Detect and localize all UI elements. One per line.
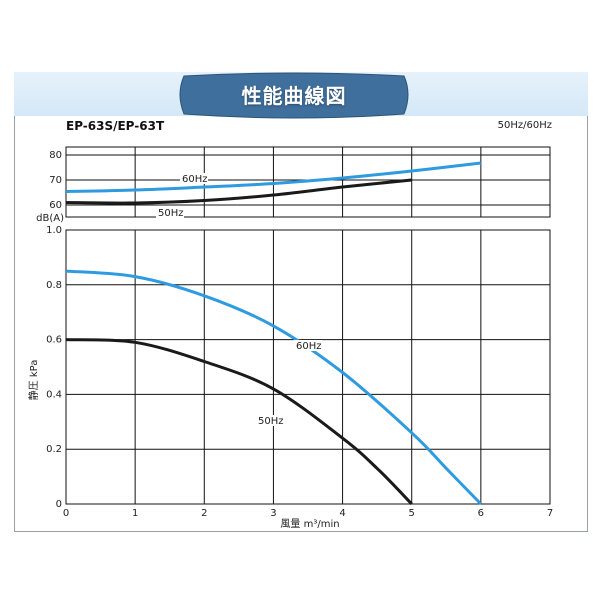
noise-50hz-label: 50Hz xyxy=(158,208,184,219)
pressure-60hz-label-bg xyxy=(294,340,322,351)
pressure-panel-border xyxy=(65,229,551,505)
x-tick-label: 3 xyxy=(270,508,276,519)
chart-title: 性能曲線図 xyxy=(241,84,347,108)
pressure-50hz-label-bg xyxy=(256,415,284,426)
pressure-50hz-line xyxy=(65,338,413,506)
x-tick-label: 0 xyxy=(63,508,69,519)
noise-50hz-line xyxy=(65,178,412,205)
x-tick-label: 7 xyxy=(547,508,553,519)
pressure-y-tick-label: 0 xyxy=(56,499,62,510)
noise-y-axis-label: dB(A) xyxy=(36,213,64,224)
noise-y-tick-label: 80 xyxy=(49,150,62,161)
noise-y-tick-label: 60 xyxy=(49,200,62,211)
pressure-60hz-label: 60Hz xyxy=(296,341,322,352)
x-tick-label: 1 xyxy=(132,508,138,519)
noise-60hz-label: 60Hz xyxy=(182,174,208,185)
x-tick-label: 6 xyxy=(478,508,484,519)
pressure-y-tick-label: 0.6 xyxy=(46,335,62,346)
pressure-y-axis-label: 静圧 kPa xyxy=(27,360,40,401)
pressure-y-tick-label: 0.4 xyxy=(46,389,62,400)
x-tick-label: 5 xyxy=(409,508,415,519)
pressure-y-tick-label: 0.8 xyxy=(46,280,62,291)
noise-panel-border xyxy=(65,146,551,218)
frequency-label: 50Hz/60Hz xyxy=(497,120,552,131)
x-axis-label: 風量 m³/min xyxy=(280,518,339,530)
noise-y-tick-label: 70 xyxy=(49,175,62,186)
pressure-50hz-label: 50Hz xyxy=(258,416,284,427)
title-badge-shape xyxy=(179,72,409,119)
noise-50hz-label-bg xyxy=(156,207,184,218)
noise-60hz-line xyxy=(65,161,482,193)
chart-frame xyxy=(14,72,588,532)
pressure-y-tick-label: 1.0 xyxy=(46,225,62,236)
x-tick-label: 4 xyxy=(339,508,345,519)
x-tick-label: 2 xyxy=(201,508,207,519)
model-label: EP-63S/EP-63T xyxy=(66,119,165,133)
noise-60hz-label-bg xyxy=(180,173,208,184)
title-badge xyxy=(179,72,409,119)
pressure-y-tick-label: 0.2 xyxy=(46,444,62,455)
